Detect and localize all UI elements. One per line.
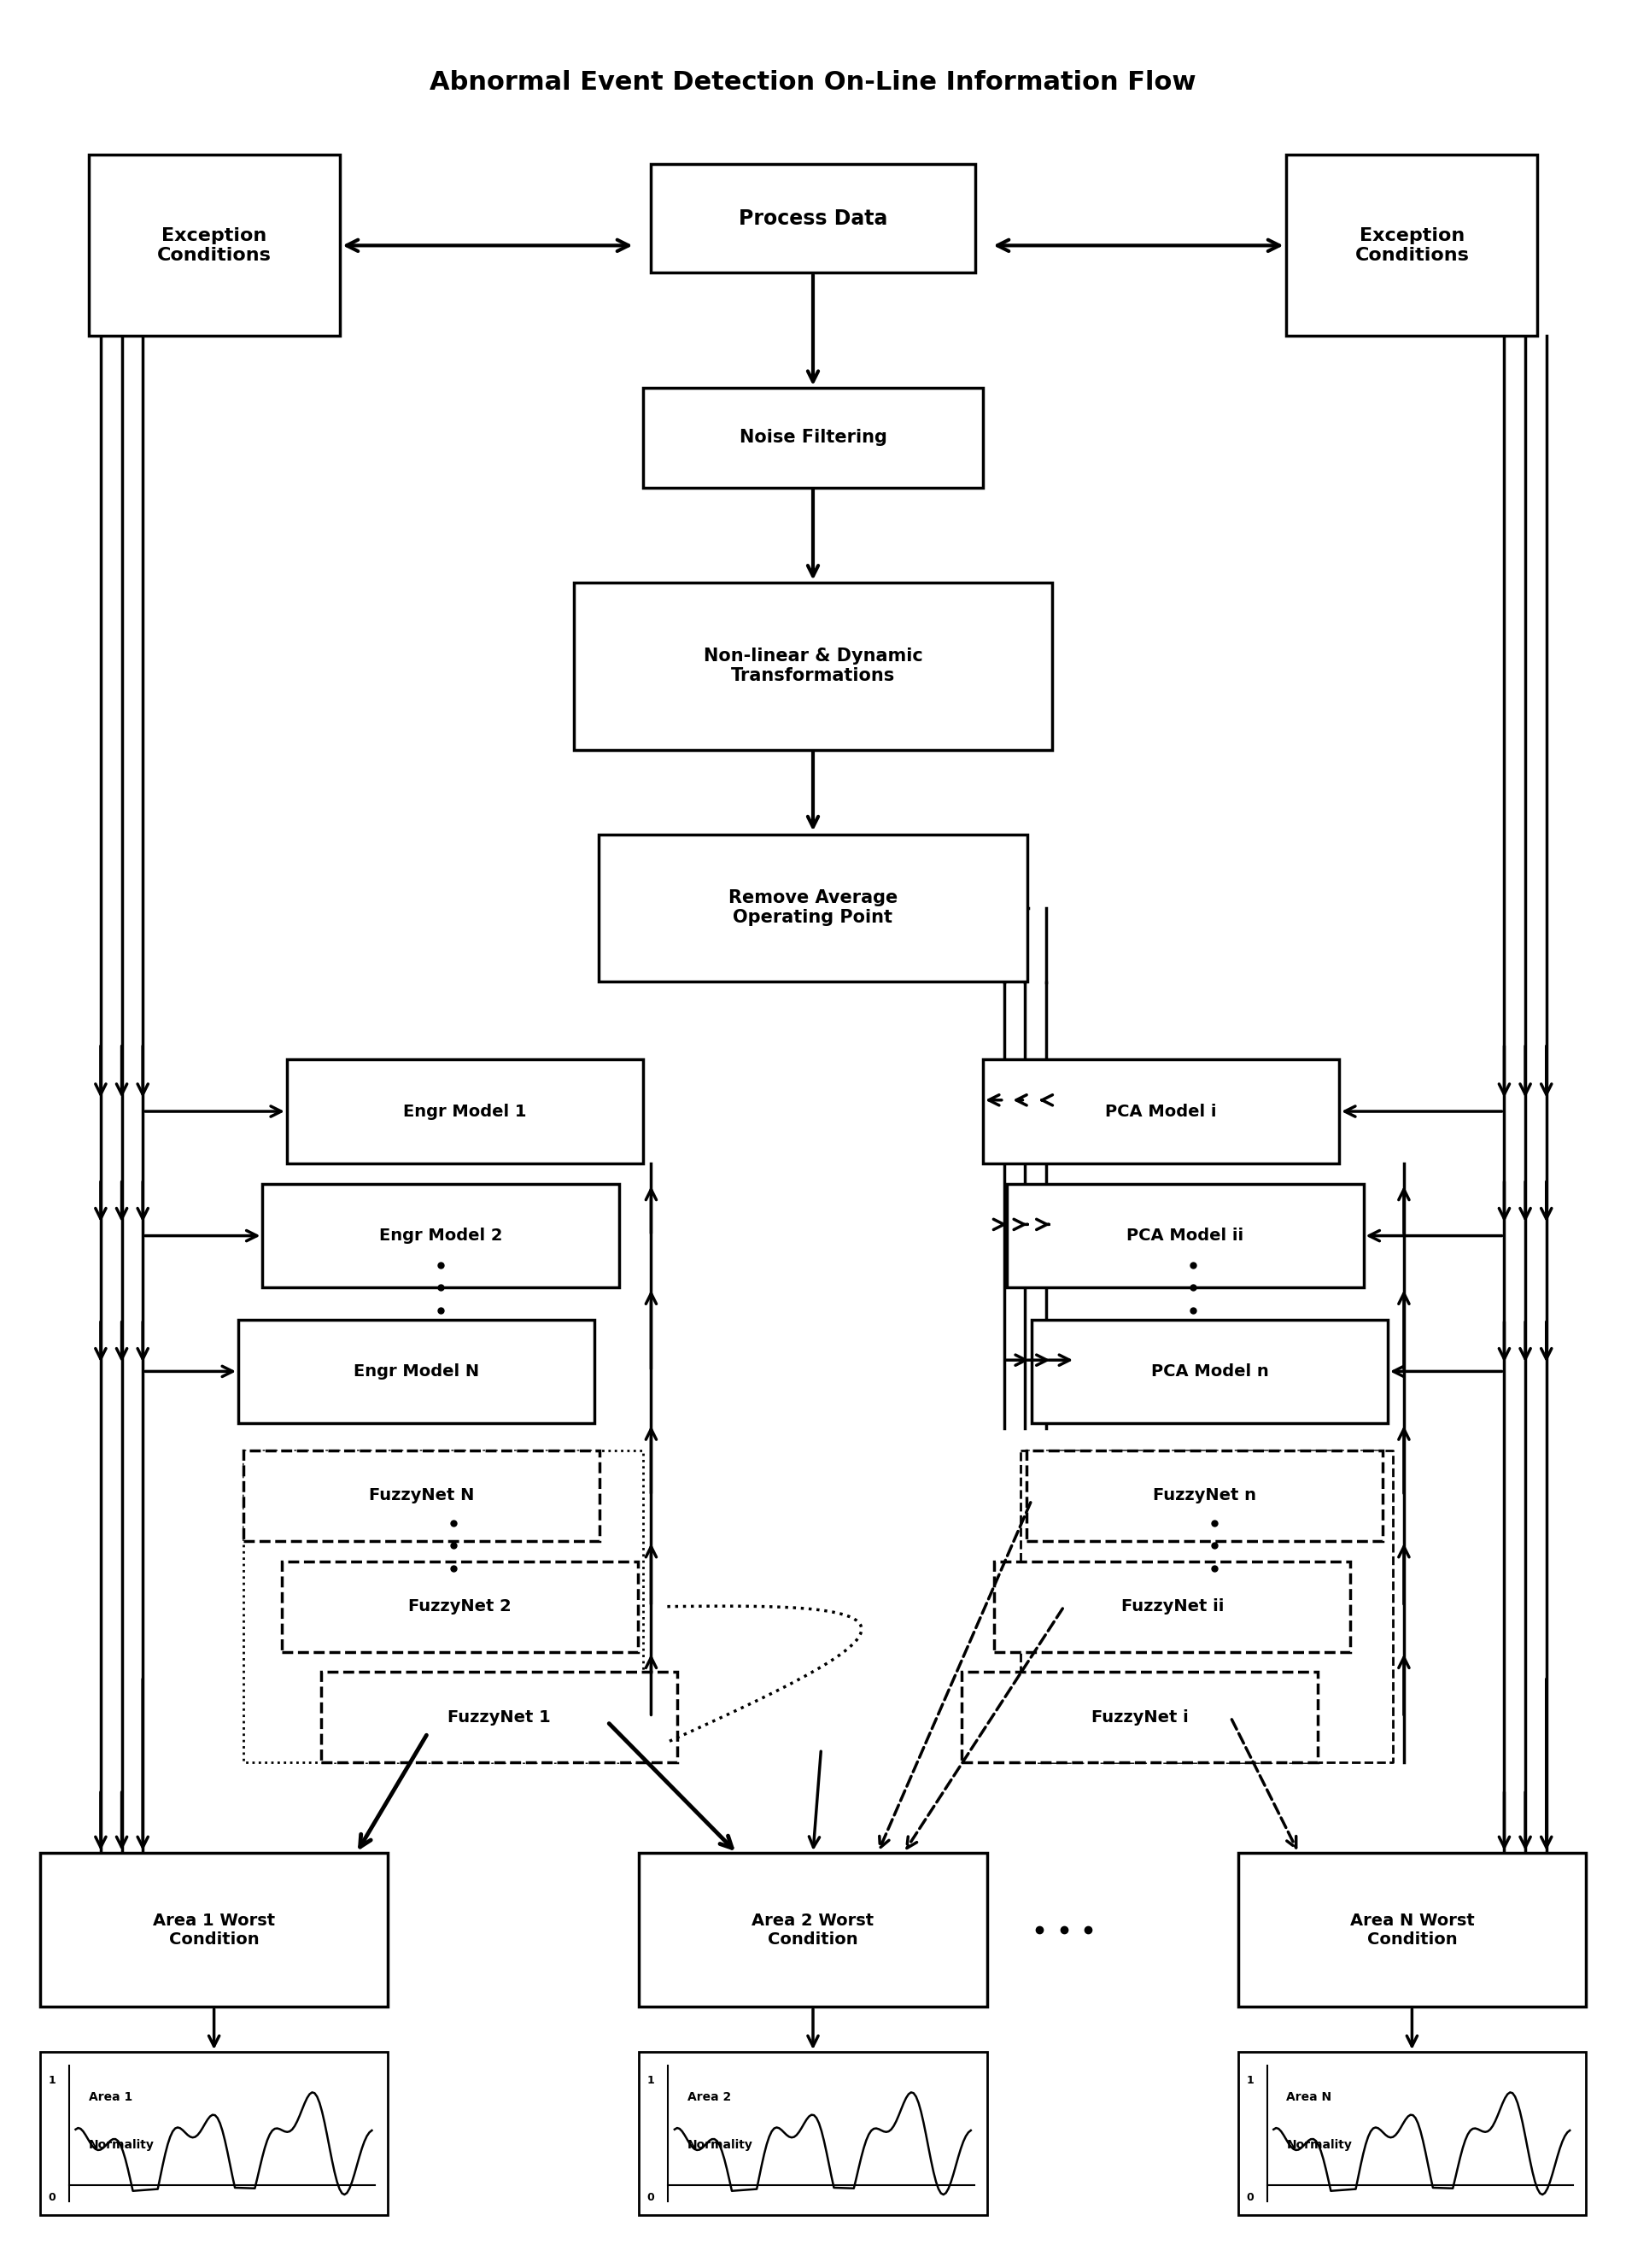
FancyBboxPatch shape bbox=[995, 1560, 1351, 1651]
Text: Area 1: Area 1 bbox=[88, 2091, 132, 2102]
Text: 1: 1 bbox=[647, 2075, 655, 2087]
Text: Abnormal Event Detection On-Line Information Flow: Abnormal Event Detection On-Line Informa… bbox=[429, 70, 1197, 95]
Text: Normality: Normality bbox=[688, 2139, 753, 2150]
Text: FuzzyNet N: FuzzyNet N bbox=[369, 1488, 473, 1504]
Text: Engr Model N: Engr Model N bbox=[353, 1363, 480, 1379]
Text: FuzzyNet 2: FuzzyNet 2 bbox=[408, 1599, 512, 1615]
FancyBboxPatch shape bbox=[639, 1853, 987, 2007]
Text: Process Data: Process Data bbox=[738, 209, 888, 229]
FancyBboxPatch shape bbox=[598, 835, 1028, 982]
Text: Area 2 Worst
Condition: Area 2 Worst Condition bbox=[751, 1912, 875, 1948]
Text: Exception
Conditions: Exception Conditions bbox=[156, 227, 272, 263]
Text: Exception
Conditions: Exception Conditions bbox=[1354, 227, 1470, 263]
Text: Area 1 Worst
Condition: Area 1 Worst Condition bbox=[153, 1912, 275, 1948]
FancyBboxPatch shape bbox=[639, 2053, 987, 2214]
FancyBboxPatch shape bbox=[574, 583, 1052, 751]
Text: FuzzyNet ii: FuzzyNet ii bbox=[1120, 1599, 1224, 1615]
FancyBboxPatch shape bbox=[1031, 1320, 1387, 1424]
FancyBboxPatch shape bbox=[1026, 1452, 1382, 1540]
Text: PCA Model n: PCA Model n bbox=[1151, 1363, 1268, 1379]
Text: Normality: Normality bbox=[1286, 2139, 1353, 2150]
Text: Area N Worst
Condition: Area N Worst Condition bbox=[1350, 1912, 1475, 1948]
FancyBboxPatch shape bbox=[320, 1672, 676, 1762]
Text: PCA Model i: PCA Model i bbox=[1106, 1102, 1216, 1120]
Text: Normality: Normality bbox=[88, 2139, 154, 2150]
FancyBboxPatch shape bbox=[1237, 2053, 1585, 2214]
Text: FuzzyNet 1: FuzzyNet 1 bbox=[447, 1710, 551, 1726]
FancyBboxPatch shape bbox=[984, 1059, 1340, 1163]
FancyBboxPatch shape bbox=[88, 154, 340, 336]
Text: 1: 1 bbox=[49, 2075, 55, 2087]
FancyBboxPatch shape bbox=[286, 1059, 642, 1163]
Text: 0: 0 bbox=[1246, 2193, 1254, 2204]
Text: Engr Model 1: Engr Model 1 bbox=[403, 1102, 527, 1120]
Text: Noise Filtering: Noise Filtering bbox=[740, 429, 886, 447]
Text: Non-linear & Dynamic
Transformations: Non-linear & Dynamic Transformations bbox=[704, 649, 922, 685]
Text: Area 2: Area 2 bbox=[688, 2091, 732, 2102]
FancyBboxPatch shape bbox=[244, 1452, 600, 1540]
FancyBboxPatch shape bbox=[1286, 154, 1538, 336]
FancyBboxPatch shape bbox=[41, 1853, 389, 2007]
Text: FuzzyNet n: FuzzyNet n bbox=[1153, 1488, 1257, 1504]
FancyBboxPatch shape bbox=[41, 2053, 389, 2214]
Text: FuzzyNet i: FuzzyNet i bbox=[1091, 1710, 1189, 1726]
FancyBboxPatch shape bbox=[281, 1560, 637, 1651]
Text: PCA Model ii: PCA Model ii bbox=[1127, 1227, 1244, 1243]
Text: 0: 0 bbox=[49, 2193, 55, 2204]
Text: Engr Model 2: Engr Model 2 bbox=[379, 1227, 502, 1243]
FancyBboxPatch shape bbox=[650, 163, 976, 272]
FancyBboxPatch shape bbox=[963, 1672, 1319, 1762]
FancyBboxPatch shape bbox=[1237, 1853, 1585, 2007]
FancyBboxPatch shape bbox=[642, 388, 984, 488]
Text: 0: 0 bbox=[647, 2193, 655, 2204]
Text: Remove Average
Operating Point: Remove Average Operating Point bbox=[728, 889, 898, 925]
FancyBboxPatch shape bbox=[239, 1320, 595, 1424]
FancyBboxPatch shape bbox=[1006, 1184, 1364, 1288]
Text: 1: 1 bbox=[1246, 2075, 1254, 2087]
FancyBboxPatch shape bbox=[262, 1184, 620, 1288]
Text: Area N: Area N bbox=[1286, 2091, 1332, 2102]
